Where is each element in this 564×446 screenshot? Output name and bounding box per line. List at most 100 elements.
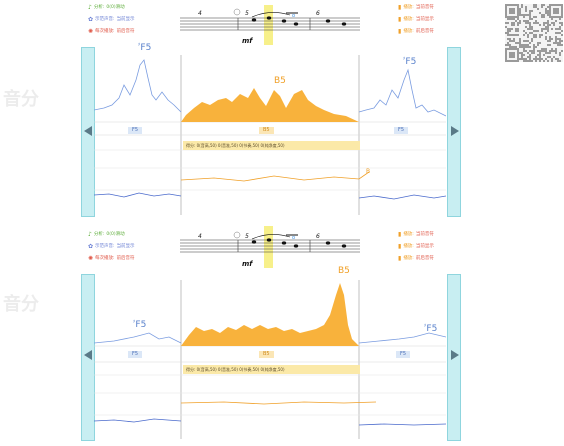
legend-row[interactable]: ▮ 播放: 前后音符 [398,26,434,38]
accent-mark [233,8,241,16]
flower-icon: ✿ [88,243,94,250]
pitch-graph-2 [94,280,446,439]
watermark-text: 音分 [3,294,39,315]
bar-icon: ▮ [398,231,402,238]
legend-value: 0(0)滑动 [106,232,125,237]
signal-line-right [358,194,446,200]
next-arrow-icon[interactable] [451,350,459,360]
legend-label: 播放: [403,244,414,249]
legend-label: 分析: [93,232,105,237]
note-tag-right[interactable]: F5 [394,127,409,134]
bar-icon: ▮ [398,243,402,250]
score-summary-bar: 得分: 0(音高,50) 0(音准,50) 0(节奏,50) 0(纯净度,50) [183,365,360,374]
legend-label: 播放: [403,232,414,237]
bar-icon: ▮ [398,16,402,23]
spectrum-line-left [94,59,182,113]
legend-value: 0(0)滑动 [106,5,125,10]
previous-arrow-icon[interactable] [84,126,92,136]
pitch-graph-1 [94,55,446,215]
legend-value: 当前音符 [415,232,434,237]
note-tag-center[interactable]: B5 [259,351,274,358]
notes [251,238,347,248]
note-icon: ♪ [88,231,92,238]
note-tag-left[interactable]: F5 [128,127,143,134]
legend-label: 每次播放: [95,29,115,34]
dynamic-marking: mf [242,260,253,268]
notes [251,16,347,26]
legend-row[interactable]: ▮ 播放: 前后音符 [398,253,434,265]
signal-line-right [358,423,446,426]
legend-right-2: ▮ 播放: 当前音符 ▮ 播放: 当前显示 ▮ 播放: 前后音符 [398,229,434,265]
spectrum-area-center [181,88,359,122]
spectrum-line-right [358,68,446,117]
legend-value: 当前音符 [415,5,434,10]
sun-icon: ✺ [88,28,94,35]
measure-number: 6 [316,10,320,17]
music-staff-2[interactable]: 4 5 6 o mf [180,226,360,268]
signal-line-center [180,171,370,182]
measure-number: 6 [316,233,320,240]
legend-value: 前后音符 [116,256,135,261]
legend-label: 播放: [403,29,414,34]
legend-row[interactable]: ✿ 示范声音: 当前显示 [88,241,135,253]
legend-row[interactable]: ✺ 每次播放: 前后音符 [88,26,135,38]
legend-row[interactable]: ✺ 每次播放: 前后音符 [88,253,135,265]
peak-label-right: ♯F5 [403,56,417,67]
legend-right-1: ▮ 播放: 当前音符 ▮ 播放: 当前显示 ▮ 播放: 前后音符 [398,2,434,38]
peak-label-center: B5 [338,266,350,276]
legend-label: 分析: [93,5,105,10]
peak-label-center: B5 [274,76,286,86]
legend-value: 前后音符 [415,256,434,261]
measure-number: 5 [245,10,249,17]
measure-number: 4 [198,10,202,17]
legend-row[interactable]: ♪ 分析: 0(0)滑动 [88,2,135,14]
legend-left-1: ♪ 分析: 0(0)滑动 ✿ 示范声音: 当前显示 ✺ 每次播放: 前后音符 [88,2,135,38]
signal-line-center [180,401,377,405]
measure-number: 4 [198,233,202,240]
svg-text:o: o [292,13,295,19]
legend-row[interactable]: ▮ 播放: 当前音符 [398,2,434,14]
legend-value: 当前显示 [116,17,135,22]
legend-value: 当前显示 [415,17,434,22]
legend-label: 播放: [403,5,414,10]
legend-value: 当前显示 [415,244,434,249]
legend-value: 前后音符 [415,29,434,34]
legend-value: 前后音符 [116,29,135,34]
bar-icon: ▮ [398,255,402,262]
legend-row[interactable]: ▮ 播放: 当前显示 [398,14,434,26]
previous-arrow-icon[interactable] [84,350,92,360]
sun-icon: ✺ [88,255,94,262]
flower-icon: ✿ [88,16,94,23]
peak-label-right: ♯F5 [424,323,438,334]
signal-line-left [94,418,182,423]
spectrum-area-center [181,283,359,346]
legend-row[interactable]: ✿ 示范声音: 当前显示 [88,14,135,26]
spectrum-line-left [94,332,182,344]
measure-number: 5 [245,233,249,240]
note-icon: ♪ [88,4,92,11]
signal-line-left [94,192,182,198]
pitch-marker: B [366,168,371,175]
next-arrow-icon[interactable] [451,126,459,136]
peak-label-left: ♯F5 [133,319,147,330]
note-tag-right[interactable]: F5 [396,351,411,358]
dynamic-marking: mf [242,37,253,45]
accent-mark [233,231,241,239]
legend-label: 播放: [403,256,414,261]
peak-label-left: ♯F5 [138,42,152,53]
legend-row[interactable]: ♪ 分析: 0(0)滑动 [88,229,135,241]
legend-left-2: ♪ 分析: 0(0)滑动 ✿ 示范声音: 当前显示 ✺ 每次播放: 前后音符 [88,229,135,265]
music-staff-1[interactable]: 4 5 6 o mf [180,5,360,45]
legend-value: 当前显示 [116,244,135,249]
legend-label: 示范声音: [95,17,115,22]
note-tag-left[interactable]: F5 [128,351,143,358]
legend-row[interactable]: ▮ 播放: 当前显示 [398,241,434,253]
spectrum-line-right [358,332,446,344]
score-summary-bar: 得分: 0(音高,50) 0(音准,50) 0(节奏,50) 0(纯净度,50) [183,141,360,150]
note-tag-center[interactable]: B5 [259,127,274,134]
legend-label: 每次播放: [95,256,115,261]
legend-label: 示范声音: [95,244,115,249]
svg-text:o: o [292,235,295,241]
legend-row[interactable]: ▮ 播放: 当前音符 [398,229,434,241]
legend-label: 播放: [403,17,414,22]
